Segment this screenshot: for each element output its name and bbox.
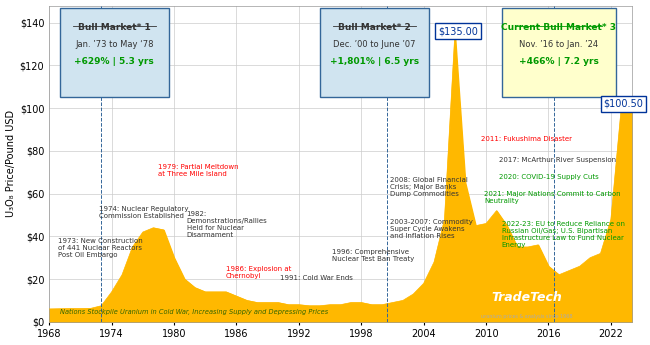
Text: 1986: Explosion at
Chernobyl: 1986: Explosion at Chernobyl [226,266,291,279]
Text: $135.00: $135.00 [438,26,478,36]
Text: Bull Market* 1: Bull Market* 1 [78,23,151,32]
Text: Nov. ’16 to Jan. ’24: Nov. ’16 to Jan. ’24 [519,40,599,49]
Text: 2017: McArthur River Suspension: 2017: McArthur River Suspension [499,157,616,163]
Text: uranium prices & analysis since 1968: uranium prices & analysis since 1968 [481,314,572,318]
FancyBboxPatch shape [60,8,169,97]
Text: +629% | 5.3 yrs: +629% | 5.3 yrs [74,57,154,66]
FancyBboxPatch shape [320,8,429,97]
Text: 2003-2007: Commodity
Super Cycle Awakens
and Inflation Rises: 2003-2007: Commodity Super Cycle Awakens… [391,219,473,239]
Text: Nations Stockpile Uranium in Cold War, Increasing Supply and Depressing Prices: Nations Stockpile Uranium in Cold War, I… [60,309,328,315]
Text: 2020: COVID-19 Supply Cuts: 2020: COVID-19 Supply Cuts [499,174,598,180]
Text: 2022-23: EU to Reduce Reliance on
Russian Oil/Gas; U.S. Bipartisan
Infrastructur: 2022-23: EU to Reduce Reliance on Russia… [502,221,625,248]
Text: Dec. ’00 to June ’07: Dec. ’00 to June ’07 [333,40,415,49]
Text: 1991: Cold War Ends: 1991: Cold War Ends [280,275,353,281]
Text: Bull Market* 2: Bull Market* 2 [338,23,411,32]
Text: +466% | 7.2 yrs: +466% | 7.2 yrs [519,57,599,66]
Text: 1982:
Demonstrations/Rallies
Held for Nuclear
Disarmament: 1982: Demonstrations/Rallies Held for Nu… [187,211,267,238]
Text: 2021: Major Nations Commit to Carbon
Neutrality: 2021: Major Nations Commit to Carbon Neu… [484,191,621,205]
Text: 2011: Fukushima Disaster: 2011: Fukushima Disaster [481,136,572,142]
Text: 1974: Nuclear Regulatory
Commission Established: 1974: Nuclear Regulatory Commission Esta… [99,206,188,219]
FancyBboxPatch shape [502,8,616,97]
Text: 2008: Global Financial
Crisis; Major Banks
Dump Commodities: 2008: Global Financial Crisis; Major Ban… [391,177,468,197]
Text: +1,801% | 6.5 yrs: +1,801% | 6.5 yrs [330,57,419,66]
Text: Jan. ’73 to May ‘78: Jan. ’73 to May ‘78 [75,40,153,49]
Text: 1996: Comprehensive
Nuclear Test Ban Treaty: 1996: Comprehensive Nuclear Test Ban Tre… [332,249,415,262]
Text: 1973: New Construction
of 441 Nuclear Reactors
Post Oil Embargo: 1973: New Construction of 441 Nuclear Re… [58,238,142,258]
Text: TradeTech: TradeTech [491,291,562,304]
Text: $100.50: $100.50 [603,99,644,109]
Y-axis label: U₃O₈ Price/Pound USD: U₃O₈ Price/Pound USD [6,110,16,217]
Text: Current Bull Market* 3: Current Bull Market* 3 [501,23,616,32]
Text: 1979: Partial Meltdown
at Three Mile Island: 1979: Partial Meltdown at Three Mile Isl… [159,164,239,177]
